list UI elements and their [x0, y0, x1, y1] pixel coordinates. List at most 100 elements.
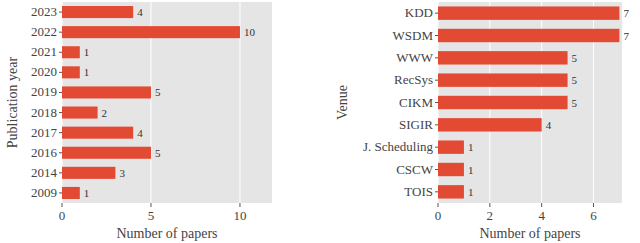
data-label: 4 — [137, 127, 143, 139]
bar — [62, 147, 151, 159]
bars — [438, 6, 619, 198]
bars — [62, 6, 240, 199]
category-label: 2022 — [31, 24, 57, 39]
tick-label: 6 — [590, 208, 597, 223]
category-tick — [59, 92, 62, 93]
category-label: J. Scheduling — [363, 139, 434, 154]
chart-canvas: 0510202342022102021120201201952018220174… — [0, 0, 640, 243]
category-label: 2009 — [31, 185, 57, 200]
data-label: 5 — [155, 86, 161, 98]
category-label: RecSys — [394, 72, 433, 87]
category-label: 2020 — [31, 64, 57, 79]
bar — [438, 6, 619, 19]
data-label: 10 — [244, 26, 256, 38]
category-tick — [435, 80, 438, 81]
chart-panel: 0 5 10 2023 4 2022 10 2021 1 2020 1 2019 5 2018 2 2017 4… — [5, 2, 273, 241]
x-axis-label: Number of papers — [116, 226, 217, 241]
tick-label: 0 — [59, 208, 66, 223]
category-tick — [59, 12, 62, 13]
category-tick — [435, 13, 438, 14]
data-label: 1 — [468, 164, 474, 176]
category-label: WSDM — [393, 28, 434, 43]
data-label: 1 — [84, 66, 90, 78]
bar — [62, 127, 133, 139]
category-label: 2023 — [31, 4, 57, 19]
data-label: 2 — [102, 107, 108, 119]
category-tick — [59, 132, 62, 133]
category-label: 2014 — [31, 165, 58, 180]
category-tick — [59, 52, 62, 53]
category-tick — [435, 102, 438, 103]
bar — [438, 73, 568, 86]
data-label: 1 — [468, 186, 474, 198]
category-label: WWW — [396, 50, 434, 65]
tick-mark — [489, 203, 490, 207]
bar — [438, 51, 568, 64]
bar — [62, 66, 80, 78]
category-label: TOIS — [404, 184, 433, 199]
category-tick — [59, 72, 62, 73]
data-label: 4 — [546, 119, 552, 131]
x-axis-label: Number of papers — [479, 226, 580, 241]
data-label: 4 — [137, 6, 143, 18]
bar — [62, 26, 240, 38]
data-label: 7 — [623, 7, 629, 19]
category-tick — [435, 57, 438, 58]
bar — [62, 167, 115, 179]
category-label: CSCW — [396, 162, 434, 177]
category-tick — [435, 147, 438, 148]
category-tick — [435, 191, 438, 192]
plot-background — [62, 2, 272, 203]
category-tick — [435, 35, 438, 36]
tick-label: 2 — [487, 208, 494, 223]
data-label: 1 — [84, 46, 90, 58]
tick-label: 5 — [148, 208, 155, 223]
category-label: 2021 — [31, 44, 57, 59]
y-axis-label: Publication year — [5, 56, 20, 148]
bar — [438, 118, 542, 131]
category-tick — [59, 112, 62, 113]
tick-mark — [239, 203, 240, 207]
tick-label: 4 — [538, 208, 545, 223]
bar — [438, 163, 464, 176]
category-label: 2018 — [31, 105, 57, 120]
data-label: 1 — [468, 141, 474, 153]
bar — [438, 96, 568, 109]
tick-label: 0 — [435, 208, 442, 223]
tick-mark — [438, 203, 439, 207]
bar — [438, 29, 619, 42]
bar — [438, 185, 464, 198]
data-label: 5 — [572, 52, 578, 64]
category-label: CIKM — [399, 95, 433, 110]
data-label: 5 — [572, 97, 578, 109]
category-label: 2017 — [31, 125, 58, 140]
y-axis-label: Venue — [335, 85, 350, 120]
category-tick — [435, 169, 438, 170]
data-label: 5 — [155, 147, 161, 159]
data-label: 1 — [84, 187, 90, 199]
category-label: KDD — [405, 5, 433, 20]
bar — [62, 187, 80, 199]
tick-label: 10 — [233, 208, 246, 223]
category-tick — [435, 124, 438, 125]
bar — [438, 140, 464, 153]
tick-mark — [150, 203, 151, 207]
tick-mark — [593, 203, 594, 207]
tick-mark — [541, 203, 542, 207]
category-label: 2019 — [31, 84, 57, 99]
tick-mark — [62, 203, 63, 207]
bar — [62, 86, 151, 98]
data-label: 5 — [572, 74, 578, 86]
data-label: 3 — [119, 167, 125, 179]
bar — [62, 46, 80, 58]
category-label: 2016 — [31, 145, 58, 160]
category-label: SIGIR — [399, 117, 433, 132]
category-tick — [59, 32, 62, 33]
category-tick — [59, 152, 62, 153]
category-tick — [59, 172, 62, 173]
bar — [62, 6, 133, 18]
category-tick — [59, 192, 62, 193]
chart-panel: 0246KDD7WSDM7WWW5RecSys5CIKM5SIGIR4J. Sc… — [335, 2, 630, 241]
plot-background — [438, 2, 622, 203]
bar — [62, 107, 98, 119]
